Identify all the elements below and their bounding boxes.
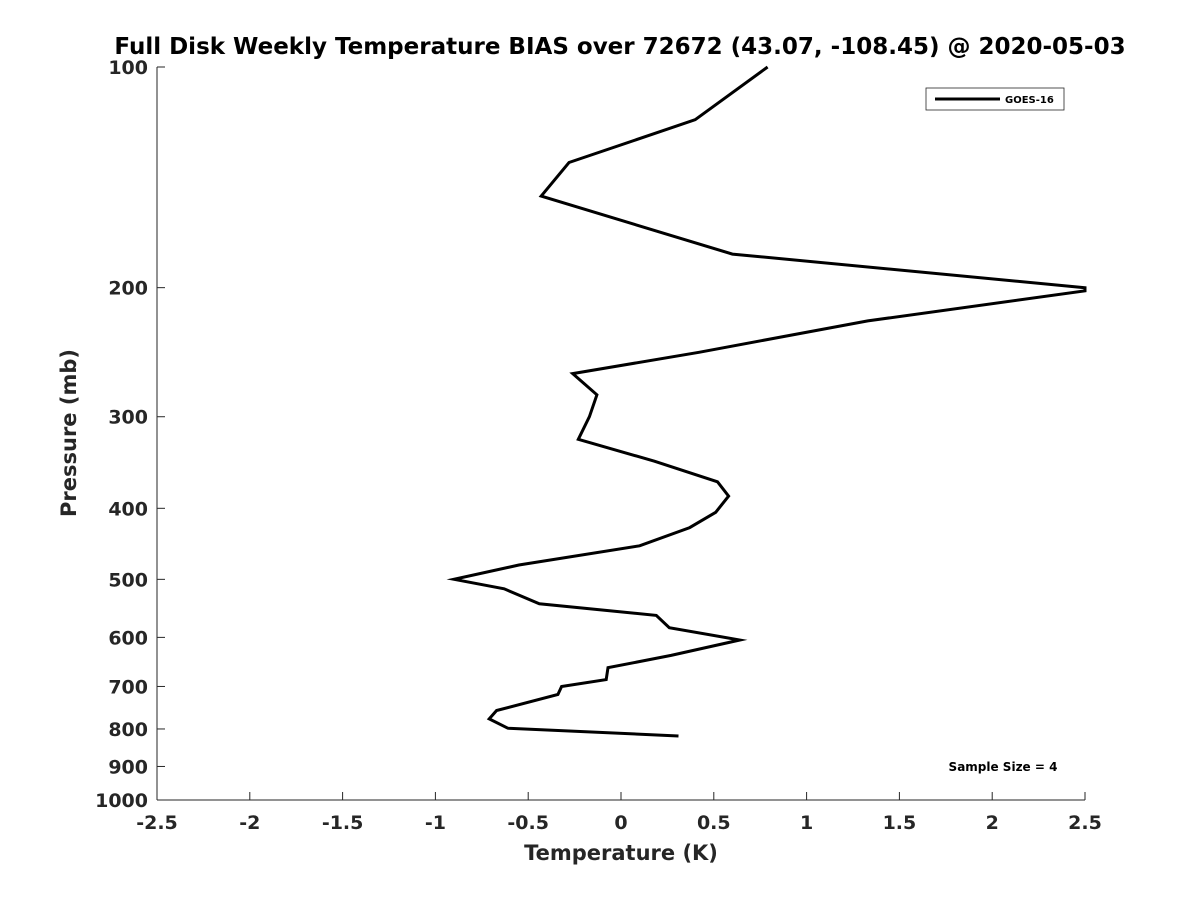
y-tick-label: 200 (108, 278, 148, 300)
x-tick-label: 1.5 (883, 812, 917, 834)
y-tick-label: 700 (108, 676, 148, 698)
sample-size-annotation: Sample Size = 4 (949, 760, 1058, 774)
y-tick-label: 100 (108, 57, 148, 79)
y-tick-label: 600 (108, 627, 148, 649)
x-tick-label: -0.5 (507, 812, 549, 834)
x-tick-label: 0.5 (697, 812, 731, 834)
y-tick-label: 1000 (95, 790, 148, 812)
x-tick-label: 1 (800, 812, 813, 834)
chart-title: Full Disk Weekly Temperature BIAS over 7… (114, 34, 1125, 60)
y-tick-label: 800 (108, 719, 148, 741)
y-axis-label: Pressure (mb) (57, 349, 81, 517)
x-tick-label: -2 (239, 812, 260, 834)
series-line-goes-16 (446, 65, 1087, 738)
x-tick-label: 2 (986, 812, 999, 834)
y-tick-label: 300 (108, 407, 148, 429)
x-tick-label: 2.5 (1068, 812, 1102, 834)
y-tick-label: 400 (108, 498, 148, 520)
x-axis-label: Temperature (K) (524, 841, 718, 865)
x-ticks-group: -2.5 -2 -1.5 -1 -0.5 0 0.5 1 1.5 2 2.5 (136, 792, 1102, 834)
x-tick-label: -1.5 (322, 812, 364, 834)
y-tick-label: 500 (108, 569, 148, 591)
y-ticks-group: 100 200 300 400 500 600 700 800 900 1000 (95, 57, 165, 812)
y-tick-label: 900 (108, 756, 148, 778)
x-tick-label: -2.5 (136, 812, 178, 834)
legend: GOES-16 (925, 87, 1065, 111)
series-group (446, 65, 1087, 738)
x-tick-label: -1 (425, 812, 446, 834)
x-tick-label: 0 (614, 812, 627, 834)
legend-label-goes-16: GOES-16 (1005, 95, 1054, 106)
